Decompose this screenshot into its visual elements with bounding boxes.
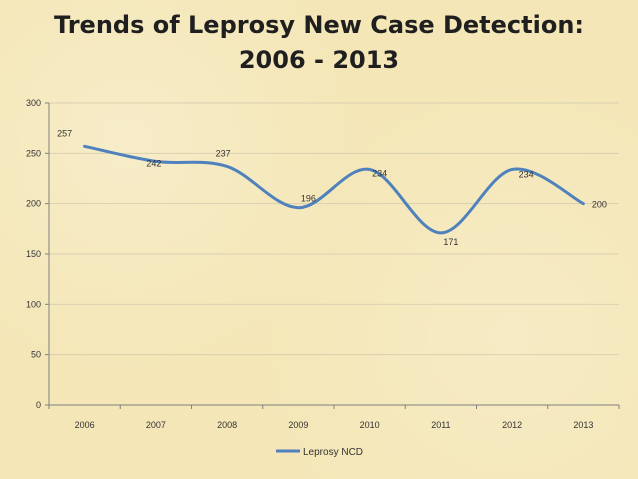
y-tick-label-300: 300 <box>26 98 41 108</box>
y-tick-label-250: 250 <box>26 148 41 158</box>
data-label-2013: 200 <box>592 200 607 210</box>
data-label-2011: 171 <box>443 237 458 247</box>
data-label-2009: 196 <box>301 194 316 204</box>
chart-title: Trends of Leprosy New Case Detection: 20… <box>0 8 638 78</box>
data-label-2012: 234 <box>519 169 534 179</box>
x-tick-label-2013: 2013 <box>573 420 593 430</box>
y-tick-label-150: 150 <box>26 249 41 259</box>
y-tick-label-0: 0 <box>36 400 41 410</box>
data-label-2006: 257 <box>57 128 72 138</box>
chart-title-line2: 2006 - 2013 <box>238 46 400 74</box>
x-tick-label-2008: 2008 <box>217 420 237 430</box>
legend-label: Leprosy NCD <box>303 447 363 458</box>
chart-title-line1: Trends of Leprosy New Case Detection: <box>53 11 585 39</box>
x-tick-label-2006: 2006 <box>75 420 95 430</box>
data-label-2008: 237 <box>216 148 231 158</box>
series-line-0 <box>83 144 585 235</box>
x-tick-label-2010: 2010 <box>360 420 380 430</box>
data-label-2007: 242 <box>146 158 161 168</box>
x-tick-label-2011: 2011 <box>431 420 450 430</box>
x-tick-label-2009: 2009 <box>288 420 308 430</box>
y-tick-label-50: 50 <box>31 350 41 360</box>
y-tick-label-200: 200 <box>26 199 41 209</box>
y-tick-label-100: 100 <box>26 299 41 309</box>
x-tick-label-2007: 2007 <box>146 420 166 430</box>
x-tick-label-2012: 2012 <box>502 420 522 430</box>
data-label-2010: 234 <box>372 168 387 178</box>
